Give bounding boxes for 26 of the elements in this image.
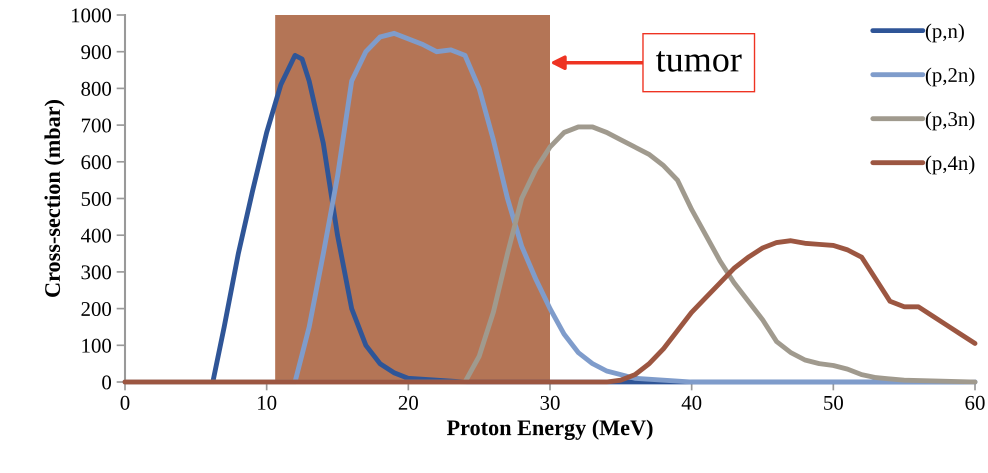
legend-label: (p,4n) (926, 156, 974, 174)
y-tick-label: 600 (81, 155, 112, 170)
x-tick-label: 10 (258, 396, 276, 410)
line-series (122, 238, 978, 384)
x-tick-label: 60 (965, 396, 985, 410)
x-tick-label: 0 (120, 396, 130, 410)
x-tick-label: 40 (682, 396, 702, 410)
x-axis-title: Proton Energy (MeV) (446, 420, 652, 440)
y-tick-label: 200 (81, 302, 112, 316)
y-tick-label: 700 (82, 118, 112, 133)
y-tick-label: 500 (82, 192, 112, 206)
y-tick-label: 800 (81, 82, 112, 96)
y-tick-label: 900 (81, 45, 112, 60)
x-tick-label: 30 (540, 396, 560, 410)
y-tick-label: 100 (82, 338, 112, 353)
x-tick-label: 20 (398, 396, 418, 410)
y-tick-label: 300 (82, 265, 112, 280)
y-tick-label: 400 (80, 228, 112, 243)
annotation: tumor (656, 51, 742, 72)
y-tick-label: 1000 (72, 8, 112, 22)
y-axis-title: Cross-section (mbar) (44, 100, 65, 297)
y-tick-label: 0 (102, 375, 112, 390)
x-tick-label: 50 (824, 396, 843, 410)
legend-label: (p,n) (926, 23, 964, 42)
legend-label: (p,2n) (926, 67, 974, 86)
legend-label: (p,3n) (926, 112, 974, 130)
